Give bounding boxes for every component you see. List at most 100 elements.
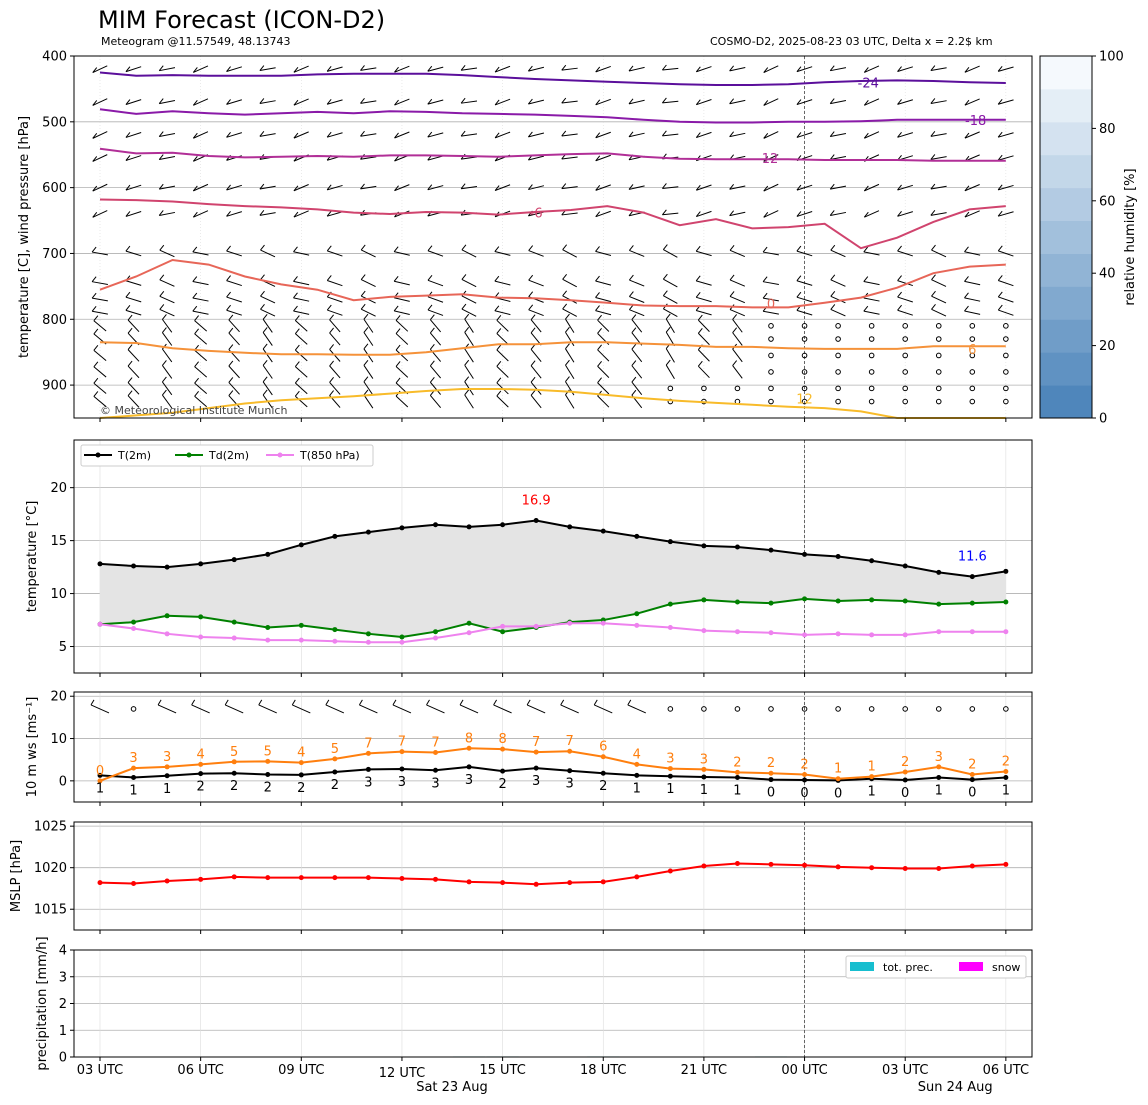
wind-barb-feather bbox=[930, 65, 936, 71]
wind-barb-staff bbox=[930, 156, 947, 160]
wind-barb-feather bbox=[394, 66, 399, 73]
wind-barb-feather bbox=[997, 154, 1003, 161]
wind-barb bbox=[997, 98, 1014, 105]
wind-barb bbox=[595, 246, 612, 257]
wind-barb-staff bbox=[125, 132, 142, 138]
wind-barb-staff bbox=[729, 309, 746, 317]
wind-barb-staff bbox=[360, 249, 376, 258]
upper-air-ytick-label: 800 bbox=[42, 313, 67, 328]
wind-barb-feather bbox=[597, 328, 602, 334]
wind-barb-staff bbox=[360, 185, 377, 190]
wind-barb-staff bbox=[729, 249, 746, 258]
wind-barb bbox=[226, 304, 242, 316]
wind-barb bbox=[161, 314, 173, 333]
wind-barb-feather bbox=[92, 133, 98, 139]
wind-speed-label: 3 bbox=[465, 773, 473, 788]
wind-barb-staff bbox=[427, 309, 444, 316]
wind-barb bbox=[796, 291, 813, 303]
wind-barb-staff bbox=[530, 365, 542, 379]
wind-barb-staff bbox=[864, 210, 880, 218]
wind-barb-staff bbox=[631, 365, 643, 379]
wind-barb bbox=[762, 276, 779, 285]
wind-barb-feather bbox=[363, 389, 369, 396]
calm-wind-marker bbox=[835, 398, 841, 405]
wind-barb-feather bbox=[360, 274, 366, 280]
wind-barb bbox=[192, 292, 209, 302]
wind-barb-feather bbox=[595, 66, 601, 73]
wind-barb-staff bbox=[595, 65, 611, 73]
wind-barb-feather bbox=[429, 376, 435, 383]
wind-gust-point bbox=[969, 772, 975, 777]
wind-barb-feather bbox=[360, 244, 366, 251]
wind-gust-point bbox=[466, 745, 472, 751]
wind-barb bbox=[964, 65, 980, 73]
wind-barb-feather bbox=[930, 183, 936, 190]
wind-barb-feather bbox=[259, 98, 265, 104]
wind-barb-feather bbox=[358, 699, 363, 706]
wind-barb bbox=[293, 131, 309, 139]
temperature-ytick-label: 5 bbox=[59, 640, 67, 655]
wind-barb-feather bbox=[326, 184, 332, 191]
wind-barb-feather bbox=[662, 64, 667, 71]
wind-barb-staff bbox=[127, 382, 140, 395]
wind-barb-staff bbox=[897, 296, 913, 303]
wind-barb-feather bbox=[329, 377, 334, 383]
wind-barb-staff bbox=[565, 331, 575, 347]
wind-barb bbox=[593, 699, 613, 714]
wind-barb-feather bbox=[363, 376, 369, 383]
wind-barb bbox=[863, 98, 880, 106]
wind-barb bbox=[528, 304, 544, 317]
wind-barb-staff bbox=[863, 281, 880, 286]
wind-barb-staff bbox=[763, 251, 779, 256]
mslp-point bbox=[969, 863, 975, 869]
wind-gust-label: 4 bbox=[297, 746, 305, 761]
wind-gust-point bbox=[734, 769, 740, 775]
wind-barb-feather bbox=[729, 65, 735, 72]
wind-barb bbox=[90, 699, 110, 714]
wind-barb-feather bbox=[191, 699, 196, 706]
wind-barb-feather bbox=[158, 65, 164, 72]
calm-wind-marker bbox=[969, 706, 976, 712]
td2m-series-point bbox=[969, 600, 975, 606]
wind-gust-label: 7 bbox=[431, 736, 439, 751]
wind-gust-label: 7 bbox=[532, 735, 540, 750]
wind-gust-label: 3 bbox=[163, 750, 171, 765]
calm-wind-marker bbox=[868, 369, 875, 375]
wind-barb-staff bbox=[628, 66, 645, 72]
td2m-series-point bbox=[768, 600, 774, 606]
wind-barb-staff bbox=[528, 155, 545, 161]
wind-barb-staff bbox=[327, 279, 343, 287]
wind-barb-feather bbox=[796, 211, 802, 217]
wind-barb-feather bbox=[427, 304, 433, 311]
wind-barb-staff bbox=[427, 279, 444, 287]
t850-series-point bbox=[734, 629, 740, 635]
wind-gust-point bbox=[600, 754, 606, 760]
mslp-point bbox=[634, 874, 640, 880]
wind-barb-staff bbox=[262, 332, 273, 346]
wind-barb-staff bbox=[796, 296, 813, 303]
wind-barb-feather bbox=[829, 183, 835, 190]
wind-barb-feather bbox=[665, 359, 671, 366]
wind-speed-point bbox=[433, 767, 438, 773]
wind-barb-staff bbox=[663, 249, 678, 258]
wind-barb bbox=[93, 315, 107, 332]
wind-barb-staff bbox=[562, 308, 577, 317]
wind-barb-staff bbox=[662, 133, 679, 137]
wind-barb bbox=[326, 210, 343, 217]
wind-barb-staff bbox=[329, 382, 341, 395]
wind-barb-feather bbox=[830, 304, 836, 310]
wind-barb-feather bbox=[763, 185, 769, 192]
wind-barb bbox=[628, 245, 645, 257]
wind-speed-label: 2 bbox=[498, 777, 506, 792]
wind-speed-point bbox=[265, 772, 271, 777]
wind-barb bbox=[326, 98, 343, 105]
wind-barb-feather bbox=[294, 377, 300, 384]
wind-speed-point bbox=[164, 773, 170, 779]
wind-barb-staff bbox=[327, 99, 343, 105]
wind-barb-feather bbox=[262, 313, 268, 320]
wind-barb-staff bbox=[628, 132, 645, 138]
wind-barb-staff bbox=[796, 184, 813, 191]
wind-barb-staff bbox=[494, 251, 511, 256]
wind-barb-feather bbox=[360, 130, 365, 137]
calm-wind-marker bbox=[969, 323, 976, 329]
